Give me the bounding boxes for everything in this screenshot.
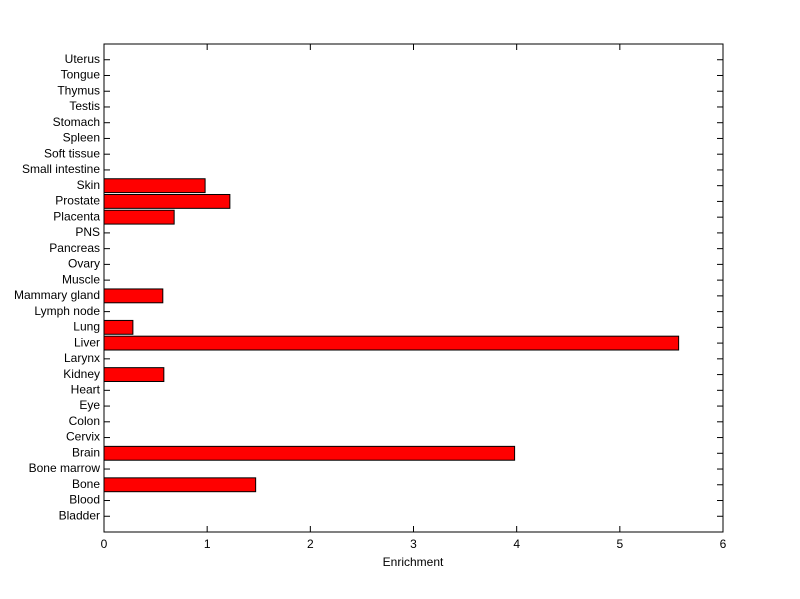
bar — [103, 209, 175, 225]
y-tick-label: Brain — [72, 445, 100, 459]
y-tick-label: Soft tissue — [44, 146, 100, 160]
y-tick-label: Liver — [74, 335, 100, 349]
y-tick-label: Prostate — [55, 194, 100, 208]
y-tick-label: Mammary gland — [14, 288, 100, 302]
y-tick-label: Lung — [73, 320, 100, 334]
y-tick-label: Tongue — [61, 68, 101, 82]
x-axis-label: Enrichment — [383, 555, 444, 569]
x-tick-label: 5 — [616, 537, 623, 551]
y-tick-label: Lymph node — [34, 304, 100, 318]
y-tick-label: Bone — [72, 477, 100, 491]
y-tick-label: Small intestine — [22, 162, 100, 176]
y-tick-label: Stomach — [53, 115, 100, 129]
x-tick-label: 3 — [410, 537, 417, 551]
x-tick-label: 4 — [513, 537, 520, 551]
y-tick-label: Bladder — [59, 508, 100, 522]
y-tick-label: Spleen — [63, 131, 100, 145]
bar — [103, 367, 165, 383]
y-tick-label: Heart — [71, 382, 101, 396]
x-tick-label: 2 — [307, 537, 314, 551]
y-tick-label: Pancreas — [49, 241, 100, 255]
y-tick-label: Thymus — [57, 83, 100, 97]
y-tick-label: Placenta — [53, 209, 100, 223]
y-tick-label: Blood — [69, 493, 100, 507]
bar — [103, 319, 134, 335]
y-tick-label: Testis — [69, 99, 100, 113]
y-tick-label: Bone marrow — [29, 461, 101, 475]
bar — [103, 445, 516, 461]
x-tick-label: 1 — [204, 537, 211, 551]
bar — [103, 477, 257, 493]
y-tick-label: Larynx — [64, 351, 100, 365]
y-tick-label: Eye — [79, 398, 100, 412]
y-tick-label: Cervix — [66, 430, 100, 444]
y-tick-label: Kidney — [63, 367, 100, 381]
y-tick-label: Ovary — [68, 257, 100, 271]
bar — [103, 193, 231, 209]
y-tick-label: Skin — [77, 178, 100, 192]
bar — [103, 178, 206, 194]
bar — [103, 335, 680, 351]
x-tick-label: 0 — [101, 537, 108, 551]
y-tick-label: PNS — [75, 225, 100, 239]
y-tick-label: Colon — [69, 414, 100, 428]
y-tick-label: Muscle — [62, 272, 100, 286]
bar — [103, 288, 164, 304]
x-tick-label: 6 — [720, 537, 727, 551]
y-tick-label: Uterus — [65, 52, 100, 66]
